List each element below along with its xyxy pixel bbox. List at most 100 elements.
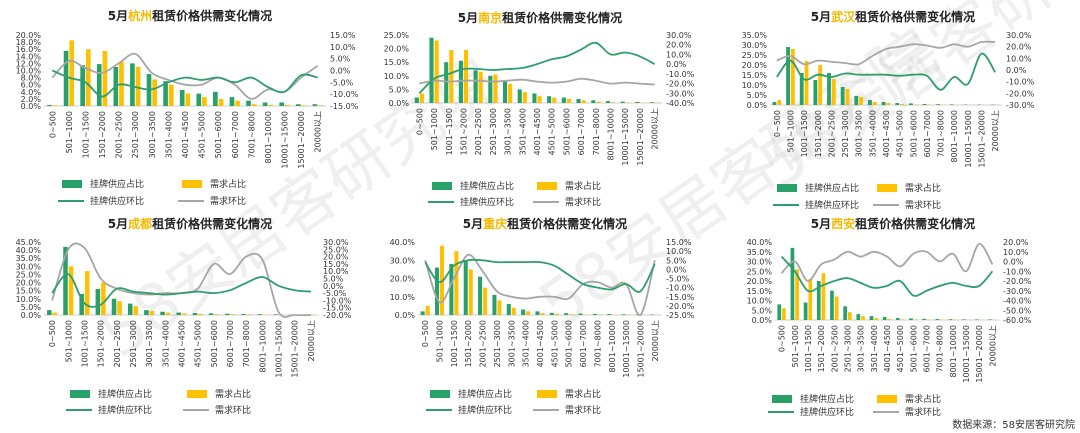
- bar-demand: [526, 311, 531, 315]
- left-tick-label: 40.0%: [390, 238, 416, 247]
- legend-label: 需求环比: [565, 196, 601, 208]
- right-tick-label: -30.0%: [1006, 101, 1035, 110]
- left-tick-label: 20.0%: [390, 275, 416, 284]
- bar-supply: [444, 62, 449, 103]
- right-tick-label: 20.0%: [1006, 43, 1032, 52]
- bar-demand: [886, 103, 891, 105]
- bar-demand: [861, 316, 865, 320]
- right-tick-label: 10.0%: [1003, 248, 1029, 257]
- x-tick-label: 4501~5000: [550, 320, 559, 367]
- bar-supply: [532, 93, 537, 103]
- x-tick-label: 10001~15000: [622, 320, 631, 378]
- x-tick-label: 3501~4000: [164, 111, 173, 158]
- right-tick-label: -10.0%: [1006, 78, 1035, 87]
- left-tick-label: 0.0%: [389, 99, 410, 108]
- x-tick-label: 8001~10000: [949, 325, 958, 378]
- x-tick-label: 7001~8000: [936, 325, 945, 372]
- bar-demand: [847, 312, 852, 320]
- right-tick-label: -20.0%: [323, 311, 352, 320]
- x-tick-label: 4501~5000: [548, 108, 557, 155]
- bar-supply: [922, 104, 927, 105]
- left-tick-label: 30.0%: [390, 256, 416, 265]
- left-tick-label: 12.0%: [16, 59, 42, 68]
- bar-demand: [84, 271, 90, 315]
- legend-label: 挂牌供应占比: [460, 180, 514, 192]
- x-tick-label: 4001~4500: [533, 108, 542, 155]
- bar-demand: [552, 97, 557, 103]
- left-tick-label: 25.0%: [747, 267, 773, 276]
- bar-demand: [497, 300, 502, 315]
- x-tick-label: 15001~20000: [636, 108, 645, 166]
- bar-demand: [537, 96, 542, 103]
- bar-supply: [816, 281, 821, 320]
- title-prefix: 5月: [811, 10, 831, 24]
- line-supply-mom: [780, 256, 994, 297]
- right-tick-label: 0.0%: [330, 67, 351, 76]
- bar-supply: [949, 104, 954, 105]
- right-tick-label: -20.0%: [666, 302, 695, 311]
- bar-supply: [80, 65, 85, 106]
- right-tick-label: -20.0%: [1003, 277, 1032, 286]
- bar-supply: [463, 260, 468, 315]
- bar-demand: [522, 92, 527, 103]
- bar-supply: [840, 87, 845, 105]
- right-tick-label: 20.0%: [666, 41, 692, 50]
- left-tick-label: 16.0%: [16, 45, 42, 54]
- x-tick-label: 8001~10000: [950, 110, 959, 163]
- bar-supply: [488, 75, 493, 103]
- left-tick-label: 45.0%: [16, 238, 42, 247]
- x-tick-label: 3001~3500: [857, 325, 866, 372]
- left-tick-label: 4.0%: [21, 88, 42, 97]
- bar-supply: [621, 314, 626, 315]
- bar-demand: [611, 102, 616, 103]
- chart-武汉: 5月武汉租赁价格供需变化情况35.0%30.0%25.0%20.0%15.0%1…: [742, 9, 1035, 211]
- bar-supply: [312, 104, 318, 106]
- right-tick-label: 15.0%: [323, 260, 349, 269]
- right-tick-label: 0.0%: [1003, 258, 1024, 267]
- legend-swatch: [877, 184, 897, 192]
- title-city: 成都: [128, 216, 152, 231]
- bar-supply: [564, 313, 569, 315]
- left-tick-label: 35.0%: [742, 31, 768, 40]
- bar-supply: [922, 318, 927, 320]
- x-tick-label: 2001~2500: [474, 108, 483, 155]
- left-tick-label: 5.0%: [389, 85, 410, 94]
- legend-label: 挂牌供应占比: [98, 388, 152, 400]
- bar-supply: [279, 102, 285, 106]
- right-tick-label: -15.0%: [330, 102, 359, 111]
- bar-supply: [620, 101, 625, 103]
- x-tick-label: 7001~8000: [937, 110, 946, 157]
- bar-demand: [554, 313, 559, 315]
- bar-demand: [214, 314, 219, 315]
- x-tick-label: 7001~8000: [247, 111, 256, 158]
- left-tick-label: 35.0%: [747, 248, 773, 257]
- bar-supply: [196, 93, 202, 106]
- bar-supply: [635, 101, 640, 103]
- right-tick-label: -25.0%: [666, 311, 695, 320]
- x-tick-label: 8001~10000: [258, 320, 267, 373]
- left-tick-label: 0.0%: [21, 102, 42, 111]
- chart-杭州: 5月杭州租赁价格供需变化情况20.0%18.0%16.0%14.0%12.0%1…: [16, 8, 359, 207]
- right-tick-label: 30.0%: [323, 238, 349, 247]
- x-tick-label: 2501~3000: [131, 111, 140, 158]
- legend-swatch: [432, 182, 452, 190]
- title-prefix: 5月: [108, 217, 128, 231]
- bar-supply: [935, 319, 940, 320]
- bar-supply: [909, 318, 913, 320]
- legend-label: 需求占比: [905, 393, 941, 405]
- x-tick-label: 15001~20000: [291, 320, 300, 378]
- right-tick-label: 20.0%: [1003, 238, 1029, 247]
- bar-demand: [655, 102, 660, 103]
- bar-demand: [454, 251, 459, 315]
- title-suffix: 租赁价格供需变化情况: [502, 10, 622, 25]
- bar-supply: [208, 313, 214, 315]
- right-tick-label: 10.0%: [330, 43, 356, 52]
- bar-supply: [420, 311, 425, 315]
- bar-supply: [547, 96, 552, 103]
- bar-supply: [435, 267, 440, 315]
- bar-supply: [786, 47, 790, 105]
- x-tick-label: 15001~20000: [636, 320, 645, 378]
- left-tick-label: 20.0%: [16, 31, 42, 40]
